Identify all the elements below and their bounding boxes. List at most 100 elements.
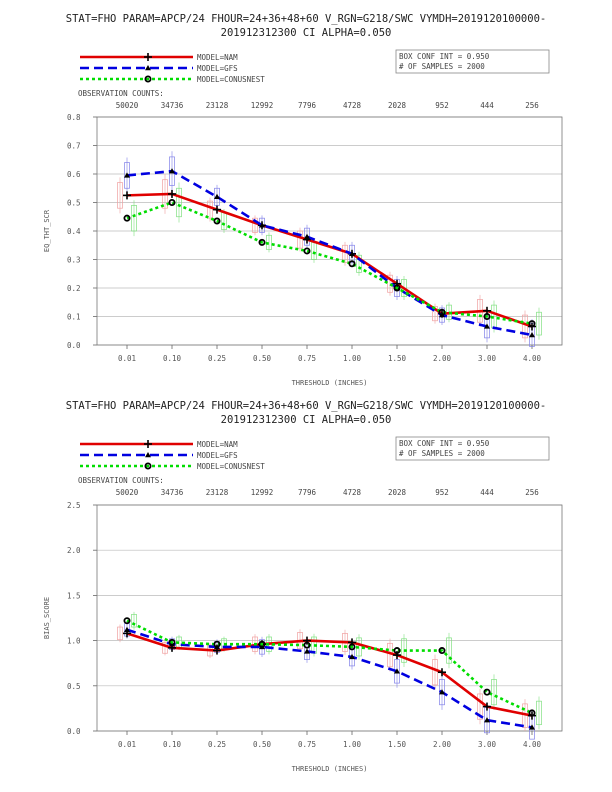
obs-count: 2028 xyxy=(388,101,407,110)
obs-count: 444 xyxy=(480,101,494,110)
chart-subtitle: 201912312300 CI ALPHA=0.050 xyxy=(221,414,392,426)
data-point xyxy=(168,189,176,198)
obs-count: 50020 xyxy=(116,101,139,110)
data-point xyxy=(394,668,400,674)
data-point xyxy=(169,168,175,174)
data-point xyxy=(529,724,535,730)
series-line xyxy=(126,619,533,715)
x-tick-label: 1.00 xyxy=(343,354,362,363)
y-axis-label: EQ_THT_SCR xyxy=(43,209,51,252)
ci-box xyxy=(522,314,528,339)
x-tick-label: 3.00 xyxy=(478,740,497,749)
ci-box xyxy=(176,187,182,218)
data-point xyxy=(124,172,130,178)
series-line xyxy=(126,632,533,717)
obs-count: 4728 xyxy=(343,101,362,110)
ci-box xyxy=(117,626,123,641)
legend-label: MODEL=CONUSNEST xyxy=(197,462,265,471)
x-tick-label: 0.75 xyxy=(298,740,316,749)
chart-subtitle: 201912312300 CI ALPHA=0.050 xyxy=(221,27,392,39)
legend-marker xyxy=(144,75,152,83)
legend-label: MODEL=NAM xyxy=(197,440,238,449)
data-point xyxy=(168,638,176,646)
obs-count: 12992 xyxy=(251,488,274,497)
data-point xyxy=(393,647,401,655)
chart-2: STAT=FHO PARAM=APCP/24 FHOUR=24+36+48+60… xyxy=(43,400,563,773)
data-point xyxy=(304,233,310,239)
legend-item: MODEL=CONUSNEST xyxy=(80,462,265,471)
x-tick-label: 0.01 xyxy=(118,740,136,749)
x-tick-label: 2.00 xyxy=(433,740,452,749)
x-tick-label: 0.75 xyxy=(298,354,316,363)
y-tick-label: 0.0 xyxy=(67,341,81,350)
legend-marker xyxy=(144,440,152,448)
plot-frame xyxy=(96,504,563,732)
data-point xyxy=(348,260,356,268)
series-1 xyxy=(123,629,536,720)
legend-label: MODEL=NAM xyxy=(197,53,238,62)
series-2 xyxy=(124,168,535,338)
legend-label: MODEL=CONUSNEST xyxy=(197,75,265,84)
obs-count: 23128 xyxy=(206,101,229,110)
ci-box xyxy=(536,311,542,336)
y-tick-label: 0.3 xyxy=(67,256,81,265)
ci-box xyxy=(536,700,542,726)
legend: MODEL=NAM MODEL=GFS MODEL=CONUSNEST xyxy=(80,440,265,471)
y-tick-label: 0.0 xyxy=(67,727,81,736)
data-point xyxy=(259,222,265,228)
x-tick-label: 0.25 xyxy=(208,740,226,749)
data-point xyxy=(529,332,535,338)
x-axis-label: THRESHOLD (INCHES) xyxy=(292,765,368,773)
data-point xyxy=(483,312,491,320)
obs-count: 2028 xyxy=(388,488,407,497)
y-axis-label: BIAS_SCORE xyxy=(43,597,51,639)
ci-box xyxy=(297,230,303,249)
series-3 xyxy=(123,198,536,328)
legend-item: MODEL=NAM xyxy=(80,440,238,449)
ci-box xyxy=(131,614,137,628)
data-point xyxy=(213,217,221,225)
obs-count: 4728 xyxy=(343,488,362,497)
x-tick-label: 3.00 xyxy=(478,354,497,363)
obs-count: 7796 xyxy=(298,488,317,497)
data-point xyxy=(258,238,266,246)
ci-box xyxy=(491,679,497,706)
data-point xyxy=(483,702,491,711)
y-tick-label: 0.5 xyxy=(67,199,81,208)
chart-title: STAT=FHO PARAM=APCP/24 FHOUR=24+36+48+60… xyxy=(66,400,546,412)
data-point xyxy=(213,205,221,214)
y-tick-label: 0.8 xyxy=(67,113,81,122)
legend-marker xyxy=(144,462,152,470)
ci-box xyxy=(162,642,168,654)
obs-count: 952 xyxy=(435,488,449,497)
data-point xyxy=(349,653,355,660)
obs-count: 23128 xyxy=(206,488,229,497)
legend-marker xyxy=(144,53,152,61)
plot-area: 0.0 0.5 1.0 1.5 2.0 2.5 0.01 0.10 0.25 0.50 0.75 1.… xyxy=(67,501,563,749)
conf-info-line: BOX CONF INT = 0.950 xyxy=(399,52,490,61)
ci-box xyxy=(117,182,123,209)
y-tick-label: 1.5 xyxy=(67,591,81,600)
ci-box xyxy=(131,205,137,232)
data-point xyxy=(123,191,131,200)
obs-count: 952 xyxy=(435,101,449,110)
legend-label: MODEL=GFS xyxy=(197,451,238,460)
x-tick-label: 4.00 xyxy=(523,354,542,363)
data-point xyxy=(303,247,311,255)
data-point xyxy=(438,308,446,316)
series-line xyxy=(126,192,533,328)
data-point xyxy=(483,688,491,696)
obs-count: 50020 xyxy=(116,488,139,497)
x-tick-label: 0.10 xyxy=(163,354,182,363)
y-tick-label: 0.6 xyxy=(67,170,81,179)
obs-count: 7796 xyxy=(298,101,317,110)
chart-1: STAT=FHO PARAM=APCP/24 FHOUR=24+36+48+60… xyxy=(43,13,563,387)
y-tick-label: 0.1 xyxy=(67,313,81,322)
series-line xyxy=(126,201,533,325)
x-tick-label: 1.00 xyxy=(343,740,362,749)
data-point xyxy=(349,250,355,256)
y-tick-label: 0.5 xyxy=(67,682,81,691)
data-point xyxy=(124,626,130,632)
x-tick-label: 0.25 xyxy=(208,354,226,363)
obs-count: 34736 xyxy=(161,488,184,497)
